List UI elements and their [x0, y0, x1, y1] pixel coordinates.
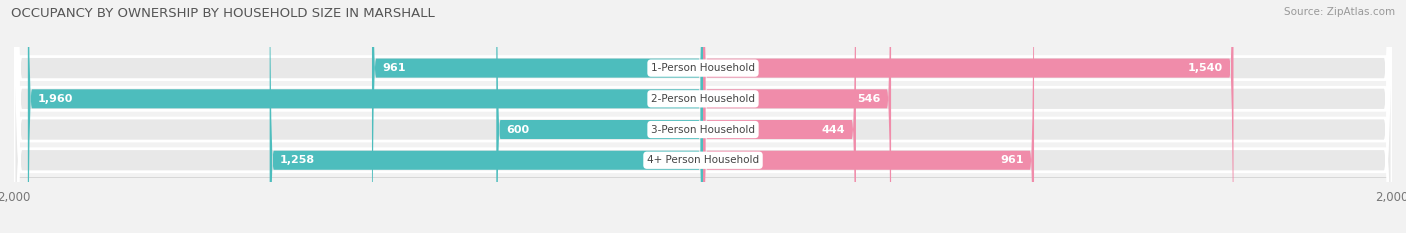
Text: 1-Person Household: 1-Person Household	[651, 63, 755, 73]
FancyBboxPatch shape	[28, 0, 703, 233]
FancyBboxPatch shape	[270, 0, 703, 233]
FancyBboxPatch shape	[14, 0, 1392, 233]
Text: 1,258: 1,258	[280, 155, 315, 165]
FancyBboxPatch shape	[496, 0, 703, 233]
FancyBboxPatch shape	[703, 0, 1233, 233]
Text: 4+ Person Household: 4+ Person Household	[647, 155, 759, 165]
Text: 1,960: 1,960	[38, 94, 73, 104]
Text: OCCUPANCY BY OWNERSHIP BY HOUSEHOLD SIZE IN MARSHALL: OCCUPANCY BY OWNERSHIP BY HOUSEHOLD SIZE…	[11, 7, 434, 20]
Text: 961: 961	[382, 63, 406, 73]
FancyBboxPatch shape	[373, 0, 703, 233]
FancyBboxPatch shape	[14, 0, 1392, 233]
Text: 1,540: 1,540	[1188, 63, 1223, 73]
Text: 444: 444	[823, 124, 845, 134]
FancyBboxPatch shape	[14, 0, 1392, 233]
FancyBboxPatch shape	[14, 0, 1392, 233]
Text: 961: 961	[1000, 155, 1024, 165]
FancyBboxPatch shape	[703, 0, 1033, 233]
FancyBboxPatch shape	[703, 0, 856, 233]
Text: 3-Person Household: 3-Person Household	[651, 124, 755, 134]
Text: Source: ZipAtlas.com: Source: ZipAtlas.com	[1284, 7, 1395, 17]
Text: 546: 546	[858, 94, 880, 104]
Text: 2-Person Household: 2-Person Household	[651, 94, 755, 104]
Text: 600: 600	[506, 124, 530, 134]
FancyBboxPatch shape	[703, 0, 891, 233]
